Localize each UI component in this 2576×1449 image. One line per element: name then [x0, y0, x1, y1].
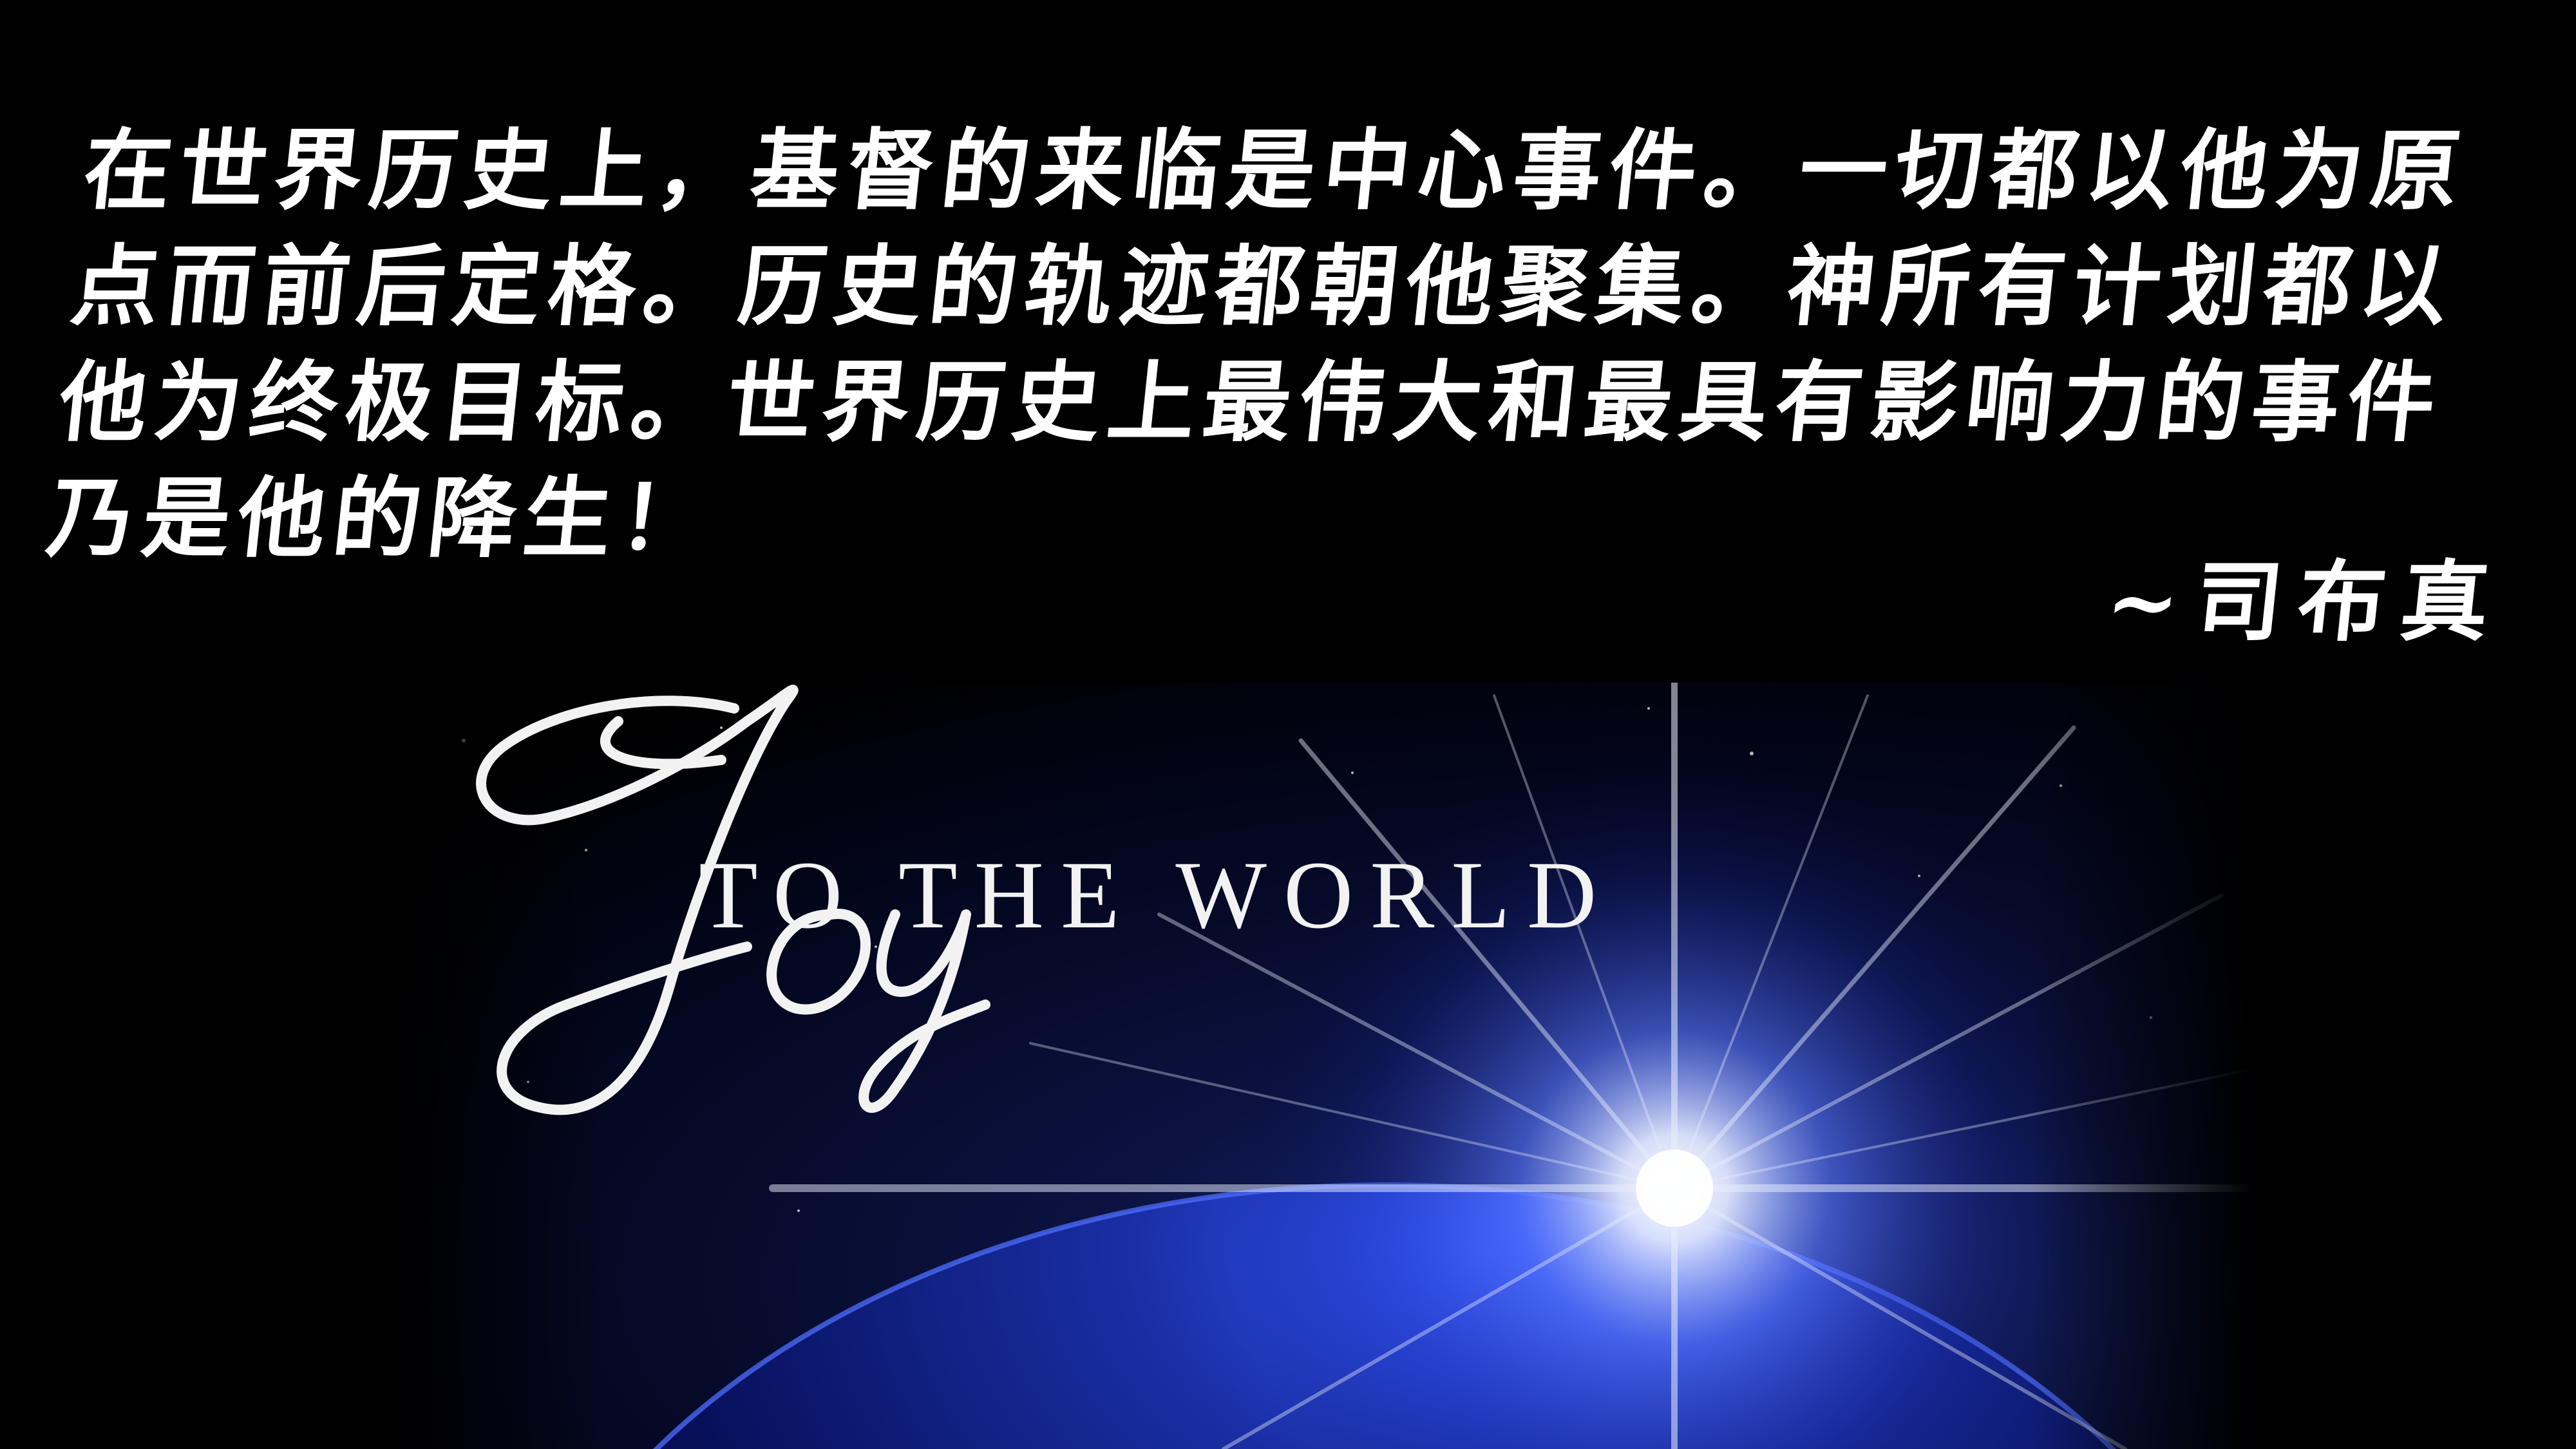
edge-fade	[386, 683, 2254, 1449]
joy-script-lettering	[476, 685, 990, 1115]
joy-to-the-world-image	[386, 683, 2254, 1449]
quote-attribution: ~司布真	[2101, 551, 2510, 654]
quote-text: 在世界历史上，基督的来临是中心事件。一切都以他为原点而前后定格。历史的轨迹都朝他…	[42, 119, 2472, 570]
starburst-planet-illustration	[386, 683, 2254, 1449]
poster-title: TO THE WORLD	[699, 842, 1614, 949]
